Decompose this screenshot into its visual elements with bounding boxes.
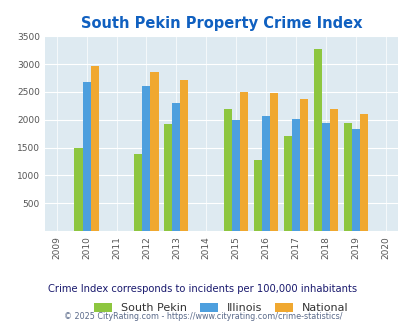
Bar — [240, 92, 248, 231]
Bar — [224, 109, 232, 231]
Bar — [291, 119, 299, 231]
Bar — [313, 49, 321, 231]
Bar — [351, 129, 359, 231]
Bar — [321, 123, 329, 231]
Bar — [232, 120, 240, 231]
Bar — [262, 116, 270, 231]
Bar — [142, 86, 150, 231]
Bar — [329, 109, 337, 231]
Bar — [172, 103, 180, 231]
Title: South Pekin Property Crime Index: South Pekin Property Crime Index — [80, 16, 361, 31]
Bar — [164, 124, 172, 231]
Text: © 2025 CityRating.com - https://www.cityrating.com/crime-statistics/: © 2025 CityRating.com - https://www.city… — [64, 313, 341, 321]
Bar — [90, 66, 98, 231]
Bar — [134, 154, 142, 231]
Bar — [270, 93, 277, 231]
Bar — [254, 160, 262, 231]
Bar — [74, 148, 82, 231]
Bar — [343, 122, 351, 231]
Bar — [359, 114, 367, 231]
Bar — [82, 82, 90, 231]
Bar — [180, 80, 188, 231]
Legend: South Pekin, Illinois, National: South Pekin, Illinois, National — [94, 303, 348, 313]
Text: Crime Index corresponds to incidents per 100,000 inhabitants: Crime Index corresponds to incidents per… — [48, 284, 357, 294]
Bar — [150, 72, 158, 231]
Bar — [299, 99, 307, 231]
Bar — [283, 136, 291, 231]
